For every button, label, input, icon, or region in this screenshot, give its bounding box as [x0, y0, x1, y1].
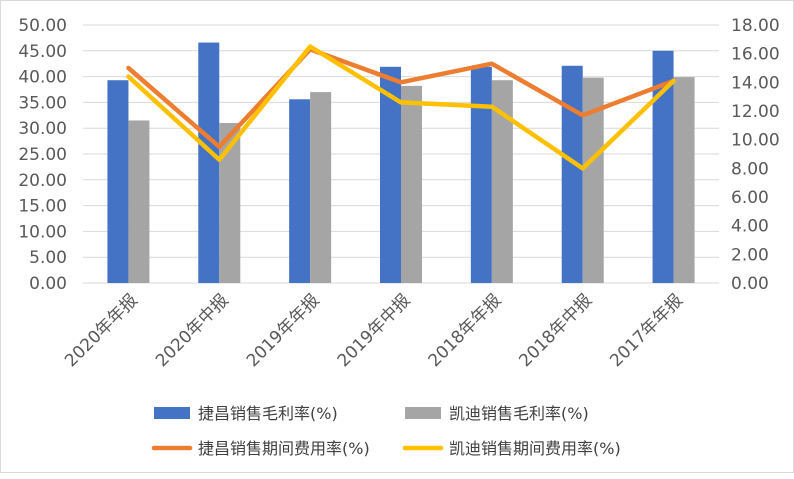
bar — [219, 123, 241, 283]
legend-swatch — [405, 407, 441, 419]
left-tick-label: 5.00 — [29, 248, 67, 268]
left-tick-label: 40.00 — [18, 68, 67, 88]
right-tick-label: 14.00 — [731, 73, 780, 93]
right-tick-label: 6.00 — [731, 188, 769, 208]
right-tick-label: 10.00 — [731, 131, 780, 151]
category-label: 2018年年报 — [425, 290, 506, 371]
bar — [401, 85, 422, 283]
legend: 捷昌销售毛利率(%) 凯迪销售毛利率(%) 捷昌销售期间费用率(%) 凯迪销售期间费用… — [151, 404, 621, 458]
bar — [561, 65, 583, 283]
legend-label: 凯迪销售期间费用率(%) — [449, 439, 621, 458]
bar — [673, 77, 695, 283]
bar — [310, 92, 332, 283]
right-y-axis: 0.00 2.00 4.00 6.00 8.00 10.00 12.00 14.00 16.00… — [731, 16, 780, 294]
left-tick-label: 30.00 — [18, 119, 67, 139]
bar — [128, 120, 150, 284]
left-tick-label: 50.00 — [18, 16, 67, 36]
legend-label: 捷昌销售毛利率(%) — [198, 404, 338, 423]
left-tick-label: 45.00 — [18, 42, 67, 62]
left-tick-label: 0.00 — [29, 274, 67, 294]
legend-swatch — [154, 407, 190, 419]
bar — [380, 66, 401, 284]
right-tick-label: 8.00 — [731, 159, 769, 179]
right-tick-label: 4.00 — [731, 217, 769, 237]
bar — [107, 80, 129, 283]
left-tick-label: 35.00 — [18, 93, 67, 113]
left-y-axis: 0.00 5.00 10.00 15.00 20.00 25.00 30.00 35.00 40… — [18, 16, 67, 294]
category-label: 2019年中报 — [334, 290, 415, 371]
right-tick-label: 0.00 — [731, 274, 769, 294]
bar — [652, 50, 674, 283]
category-label: 2020年中报 — [152, 290, 233, 371]
left-tick-label: 15.00 — [18, 197, 67, 217]
left-tick-label: 10.00 — [18, 222, 67, 242]
right-tick-label: 2.00 — [731, 245, 769, 265]
left-tick-label: 20.00 — [18, 171, 67, 191]
right-tick-label: 18.00 — [731, 16, 780, 36]
bar — [470, 66, 492, 284]
legend-label: 捷昌销售期间费用率(%) — [198, 439, 370, 458]
bar — [289, 99, 311, 283]
category-label: 2020年年报 — [61, 290, 142, 371]
category-label: 2019年年报 — [243, 290, 324, 371]
bar — [491, 80, 513, 283]
series-line — [126, 47, 676, 150]
bar — [198, 42, 220, 283]
line-series — [126, 44, 676, 171]
x-axis-categories: 2020年年报 2020年中报 2019年年报 2019年中报 2018年年报 2018年… — [61, 290, 687, 371]
legend-label: 凯迪销售毛利率(%) — [449, 404, 589, 423]
bar — [582, 77, 604, 283]
right-tick-label: 16.00 — [731, 45, 780, 65]
right-tick-label: 12.00 — [731, 102, 780, 122]
series-line — [126, 44, 676, 171]
category-label: 2018年中报 — [515, 290, 596, 371]
bar-series — [107, 42, 695, 284]
left-tick-label: 25.00 — [18, 145, 67, 165]
category-label: 2017年年报 — [606, 290, 687, 371]
